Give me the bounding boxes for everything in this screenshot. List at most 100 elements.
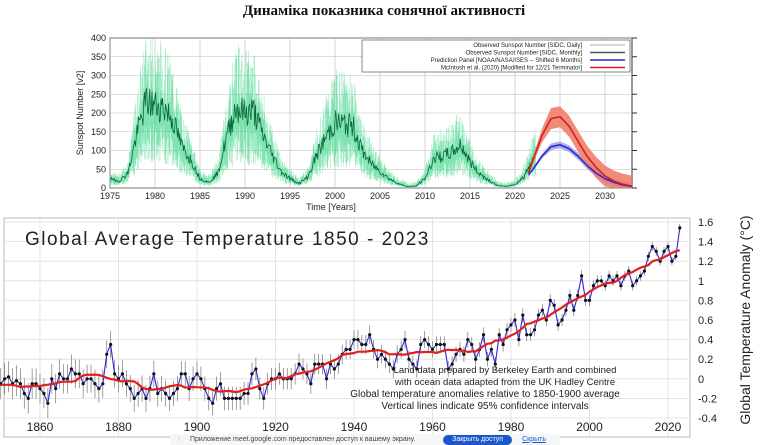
data-point [576,293,580,298]
data-point [540,308,545,312]
data-point [462,352,466,356]
y-tick-label: 100 [91,146,106,156]
data-point [34,382,38,386]
x-tick-label: 2020 [505,191,525,201]
data-point [364,342,368,347]
data-point [670,259,674,263]
data-point [105,352,109,356]
data-point [238,396,242,400]
data-point [344,347,348,351]
data-point [587,298,592,302]
annotation-text: Global temperature anomalies relative to… [350,389,620,400]
y-tick-label: 0.8 [698,295,713,307]
data-point [383,357,387,361]
x-tick-label: 2025 [550,191,570,201]
data-point [301,367,305,371]
data-point [446,367,450,371]
prediction-line [527,115,633,187]
stop-sharing-button[interactable]: Закрыть доступ [443,434,513,445]
data-point [430,347,435,351]
y-tick-label: 0.2 [698,354,713,366]
data-point [97,387,101,391]
data-point [564,308,568,312]
data-point [501,342,505,347]
hide-link[interactable]: Скрыть [522,435,546,443]
y-axis-label: Sunspot Number [v2] [75,71,85,156]
drag-handle-icon[interactable]: ⁞ [178,435,180,443]
data-point [650,244,654,249]
data-point [328,362,333,366]
data-point [250,372,254,376]
y-tick-label: 1.6 [698,217,713,229]
data-point [65,377,70,381]
data-point [254,367,258,371]
data-point [662,249,666,253]
data-point [552,303,556,307]
data-point [89,377,93,381]
data-point [454,352,458,356]
data-point [26,396,30,400]
y-tick-label: 400 [91,33,106,43]
y-tick-label: -0.4 [698,413,717,425]
legend-entry: Prediction Panel [NOAA/NASA/ISES -- Shif… [431,58,583,64]
data-point [517,338,521,342]
data-point [215,387,219,391]
y-tick-label: -0.2 [698,393,717,405]
share-message: Приложение meet.google.com предоставлен … [190,435,416,443]
data-point [352,338,356,342]
x-axis-label: Time [Years] [306,202,356,212]
x-tick-label: 1860 [27,420,54,434]
legend-entry: Observed Sunspot Number [SIDC, Daily] [473,43,582,49]
x-tick-label: 2010 [415,191,435,201]
data-point [242,391,246,396]
y-tick-label: 0.6 [698,315,713,327]
data-point [112,372,117,376]
data-point [434,342,439,347]
data-point [509,323,513,327]
data-point [7,375,11,379]
data-point [415,367,419,371]
data-point [136,391,140,396]
screen-share-bar: ⁞ Приложение meet.google.com предоставле… [170,434,560,445]
data-point [171,391,176,396]
data-point [368,333,372,337]
annotation-text: Land data prepared by Berkeley Earth and… [394,365,617,376]
data-point [595,279,599,283]
data-point [18,382,22,386]
x-tick-label: 1880 [105,420,132,434]
data-point [678,226,682,230]
y-tick-label: 1.2 [698,256,713,268]
data-point [627,269,631,273]
data-point [124,382,128,386]
data-point [403,338,407,342]
data-point [485,357,490,361]
data-point [489,347,493,351]
data-point [69,367,73,371]
data-point [262,396,266,400]
data-point [61,377,66,381]
y-tick-label: 50 [96,164,106,174]
data-point [607,274,611,278]
data-point [167,396,172,400]
y-tick-label: 0 [101,183,106,193]
data-point [356,338,360,342]
data-point [297,362,301,366]
data-point [85,377,89,381]
data-point [423,338,427,342]
data-point [411,362,415,366]
data-point [536,313,541,317]
data-point [599,279,603,283]
data-point [505,328,509,332]
data-point [93,382,97,386]
data-point [191,377,195,381]
data-point [674,254,678,258]
chart-title: Global Average Temperature 1850 - 2023 [25,229,430,250]
data-point [332,367,336,371]
data-point [615,274,619,278]
annotation-text: Vertical lines indicate 95% confidence i… [381,401,588,412]
data-point [175,387,179,391]
data-point [230,396,234,400]
data-point [156,391,160,396]
x-tick-label: 1980 [145,191,165,201]
prediction-line [527,144,633,188]
